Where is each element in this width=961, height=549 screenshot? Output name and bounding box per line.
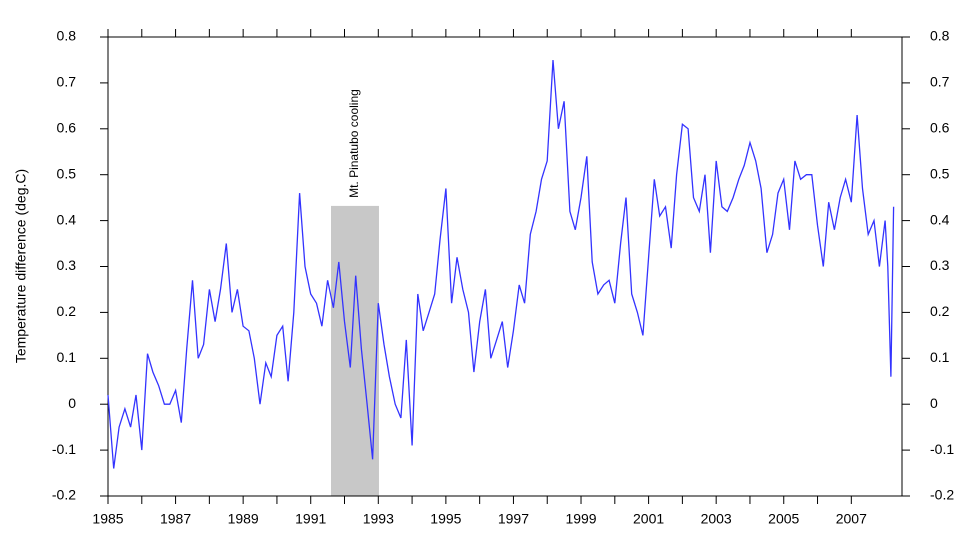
- y-tick-label-right: 0.4: [930, 211, 950, 227]
- y-tick-label: 0.3: [57, 257, 77, 273]
- y-tick-label-right: 0.3: [930, 257, 950, 273]
- x-tick-label: 1997: [498, 511, 529, 527]
- y-tick-label: 0.8: [57, 28, 77, 44]
- y-tick-label-right: -0.1: [930, 441, 954, 457]
- y-tick-label-right: 0: [930, 395, 938, 411]
- y-tick-label-right: 0.5: [930, 165, 950, 181]
- y-tick-label-right: 0.8: [930, 28, 950, 44]
- y-tick-label-right: -0.2: [930, 487, 954, 503]
- x-tick-label: 1989: [228, 511, 259, 527]
- x-tick-label: 1995: [430, 511, 461, 527]
- y-tick-label-right: 0.6: [930, 120, 950, 136]
- x-tick-label: 1991: [295, 511, 326, 527]
- y-tick-label: 0.7: [57, 74, 77, 90]
- x-tick-label: 2001: [633, 511, 664, 527]
- data-line: [107, 59, 895, 469]
- y-tick-label: 0.1: [57, 349, 77, 365]
- y-tick-label: 0.5: [57, 165, 77, 181]
- x-tick-label: 2007: [836, 511, 867, 527]
- x-tick-label: 1999: [565, 511, 596, 527]
- y-tick-label-right: 0.1: [930, 349, 950, 365]
- x-tick-label: 2003: [701, 511, 732, 527]
- y-tick-label-right: 0.2: [930, 303, 950, 319]
- y-tick-label: 0.6: [57, 120, 77, 136]
- x-tick-label: 2005: [768, 511, 799, 527]
- y-tick-label: 0.2: [57, 303, 77, 319]
- x-tick-label: 1993: [363, 511, 394, 527]
- y-axis-label: Temperature difference (deg.C): [13, 169, 29, 363]
- y-tick-label: 0: [68, 395, 76, 411]
- x-tick-label: 1987: [160, 511, 191, 527]
- y-tick-label: -0.2: [52, 487, 76, 503]
- plot-frame: [107, 36, 903, 497]
- y-tick-label-right: 0.7: [930, 74, 950, 90]
- x-tick-label: 1985: [92, 511, 123, 527]
- y-tick-label: -0.1: [52, 441, 76, 457]
- annotation-label: Mt. Pinatubo cooling: [347, 89, 361, 198]
- y-tick-label: 0.4: [57, 211, 77, 227]
